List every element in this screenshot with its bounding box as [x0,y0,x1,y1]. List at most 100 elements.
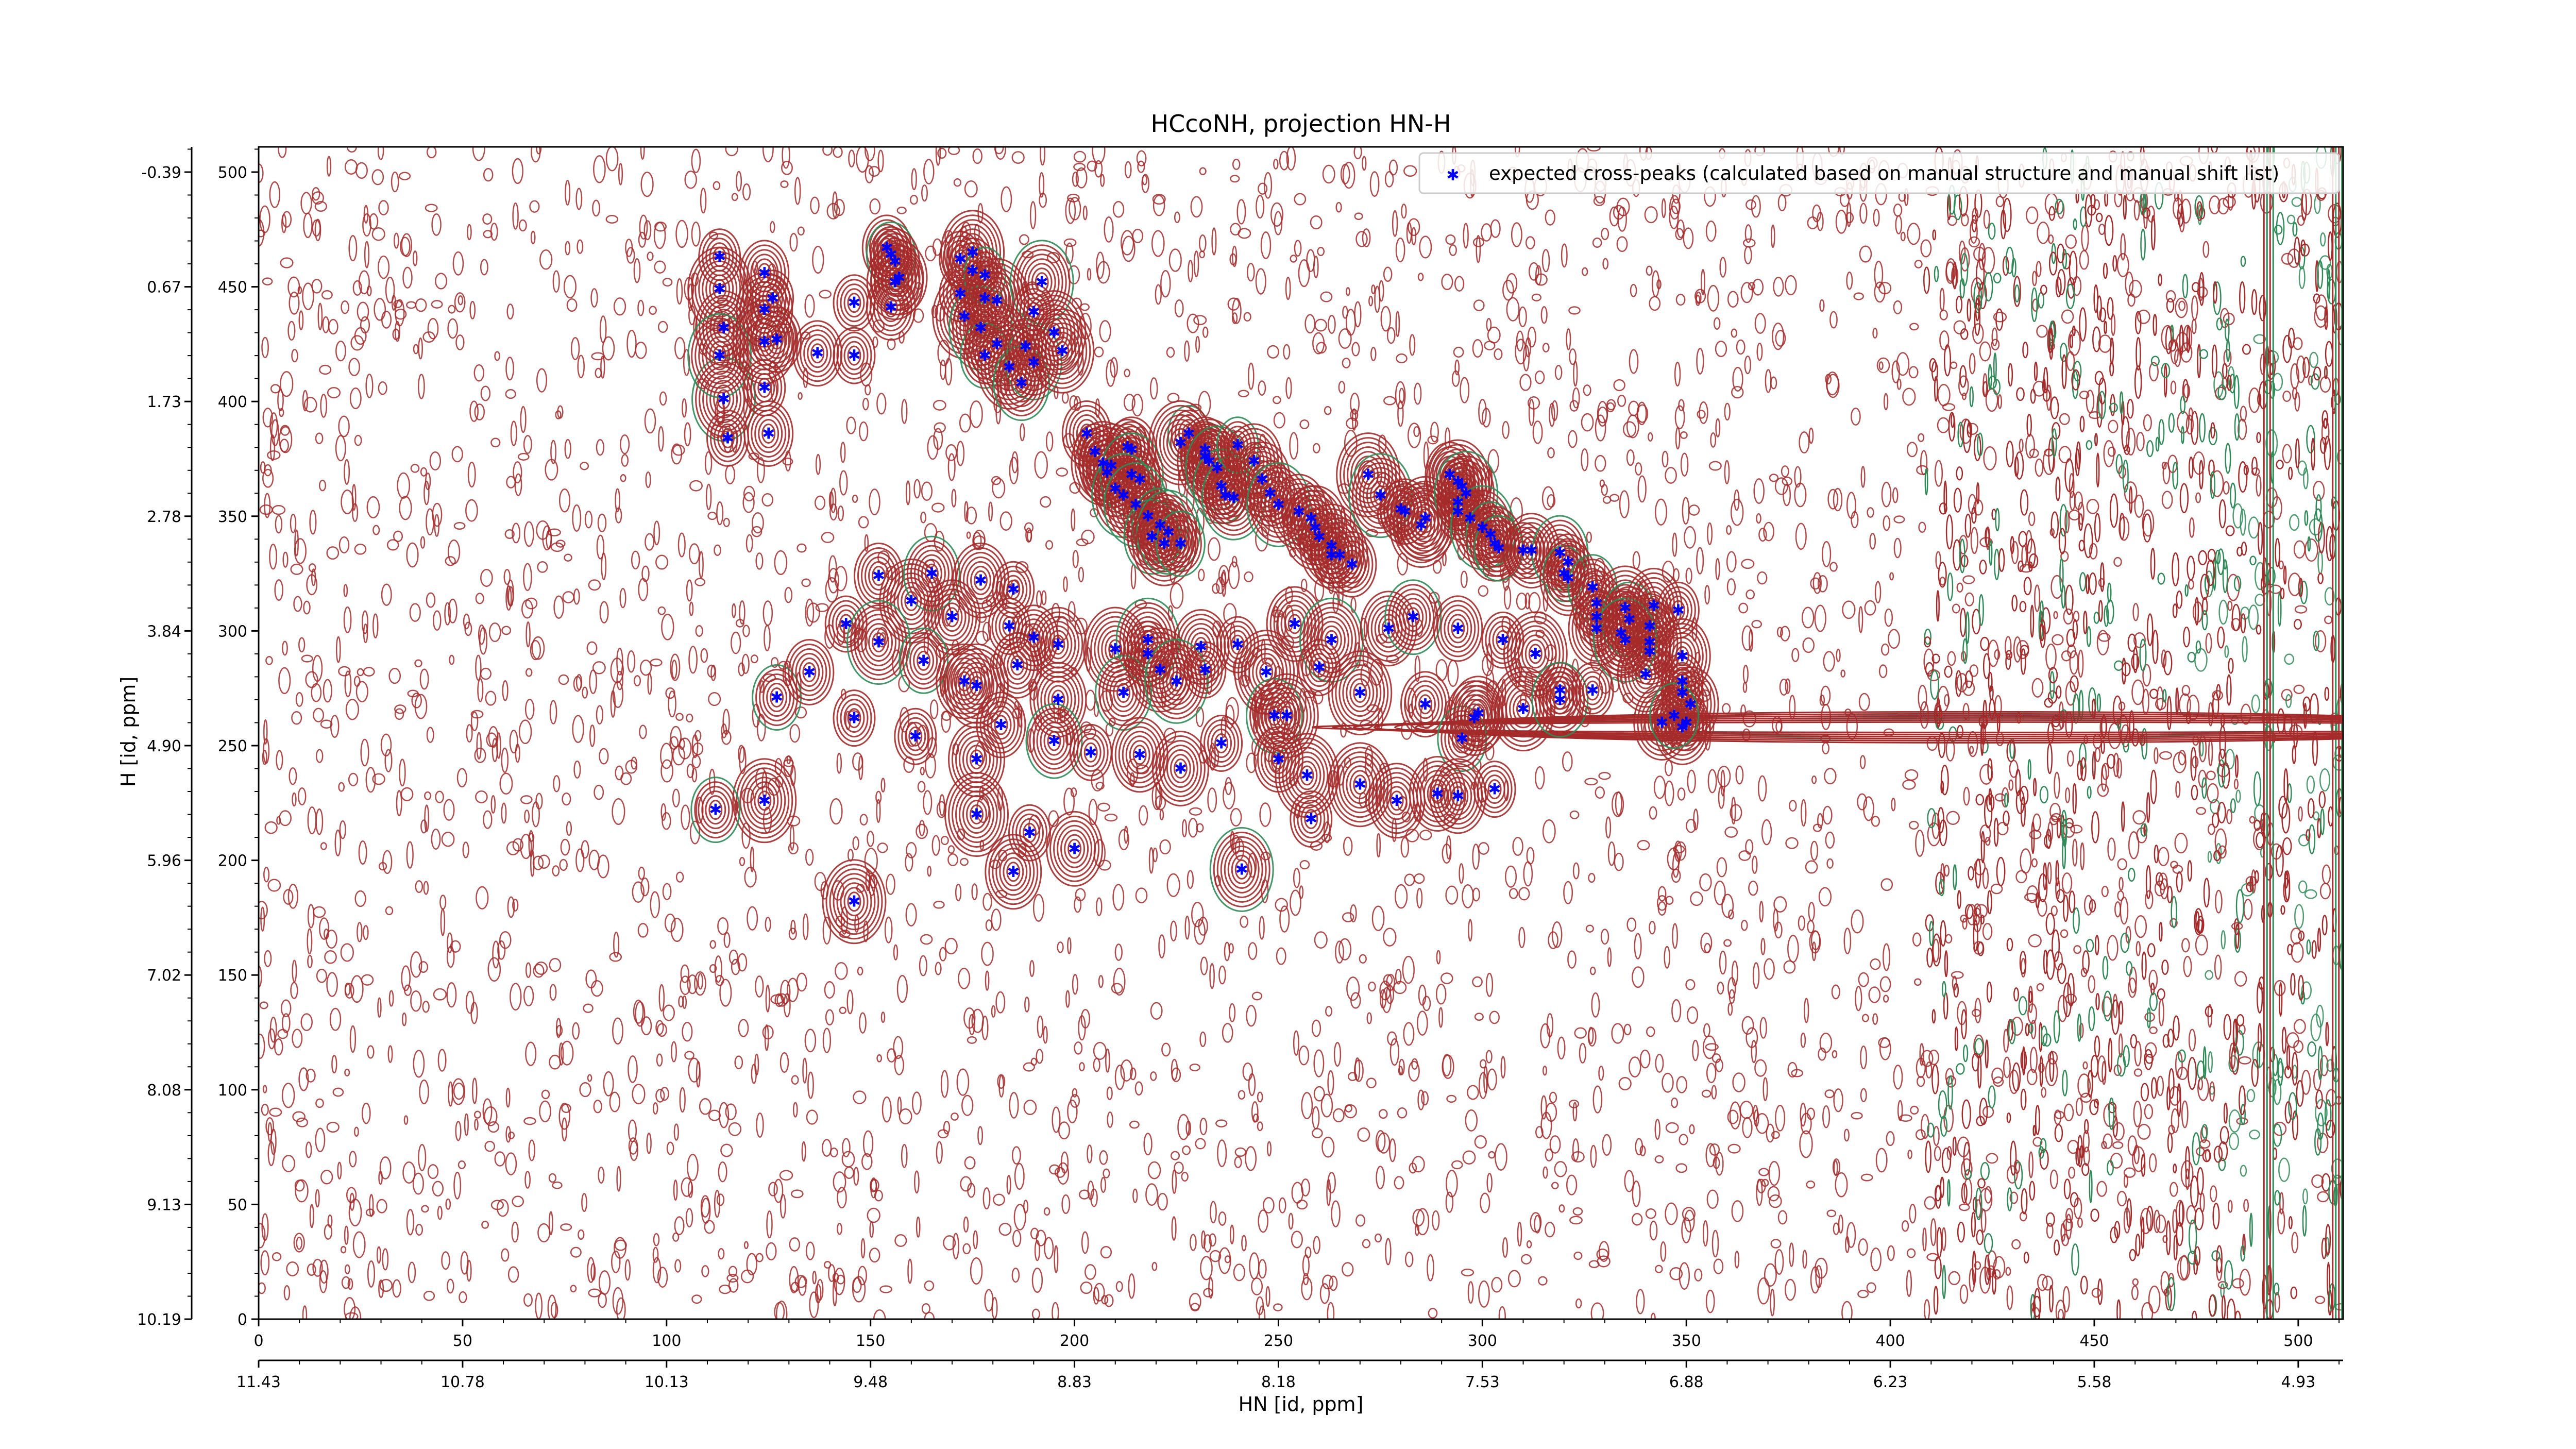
noise-contour [1078,567,1084,583]
noise-contour [917,781,926,793]
noise-contour [806,602,820,623]
noise-contour [558,488,571,513]
noise-contour [1445,427,1451,450]
noise-contour [1285,377,1292,399]
noise-contour [2302,1188,2308,1205]
noise-contour [600,355,605,379]
noise-contour [1289,432,1299,460]
noise-contour [789,824,795,851]
noise-contour [431,213,442,236]
noise-contour [1554,365,1563,380]
noise-contour [2032,298,2039,312]
noise-contour [1947,215,1957,226]
noise-contour [704,1220,715,1234]
noise-contour [1810,577,1821,590]
noise-contour [457,295,464,306]
noise-contour [1069,395,1078,410]
noise-contour [1257,1091,1263,1103]
noise-contour [1419,830,1432,840]
noise-contour [2107,446,2116,457]
noise-contour [1745,589,1755,600]
noise-contour [1327,1302,1335,1319]
noise-contour [620,474,626,482]
noise-contour [2145,1042,2157,1058]
noise-contour [1595,786,1605,799]
noise-contour [1293,868,1300,888]
noise-contour [1460,570,1468,588]
noise-contour [2038,1063,2045,1073]
noise-contour [887,1048,896,1063]
noise-contour [1174,299,1184,317]
noise-contour [1325,1006,1333,1017]
noise-contour [1409,334,1416,356]
noise-contour [335,341,346,362]
noise-contour [292,959,297,983]
noise-contour [1231,312,1238,324]
noise-contour [1869,533,1876,550]
noise-contour [632,881,645,903]
noise-contour [857,1266,867,1286]
noise-contour [286,1261,299,1276]
noise-contour [334,829,342,856]
noise-contour [1630,283,1637,297]
noise-contour [2202,241,2210,258]
noise-contour [1389,1038,1399,1066]
noise-contour [862,1130,874,1157]
noise-contour [951,1112,959,1121]
noise-contour [1105,1048,1110,1073]
noise-contour [697,973,703,990]
noise-contour [1411,227,1417,246]
noise-contour [318,479,327,492]
noise-contour [587,1074,592,1082]
noise-contour [1087,267,1092,281]
noise-contour [303,600,311,615]
noise-contour [1335,940,1344,964]
noise-contour [1819,694,1825,706]
noise-contour [1961,213,1969,227]
noise-contour [1242,1063,1253,1081]
noise-contour [2317,1191,2329,1203]
noise-contour [1686,819,1697,833]
noise-contour [2006,1165,2018,1184]
noise-contour [509,730,518,754]
noise-contour [1494,348,1503,360]
noise-contour [1876,357,1890,374]
noise-contour [593,1099,602,1114]
noise-contour [1212,583,1220,594]
noise-contour [618,163,623,186]
noise-contour [1312,1128,1323,1139]
noise-contour [1170,1151,1180,1160]
noise-contour [510,420,517,446]
noise-contour [1368,981,1376,992]
noise-contour [528,1139,535,1161]
noise-contour [1734,1251,1740,1269]
noise-contour [1780,626,1790,642]
noise-contour [2249,1130,2260,1140]
noise-contour [1769,474,1779,482]
noise-contour [1009,457,1019,484]
noise-contour [1045,540,1054,550]
noise-contour [1948,1271,1960,1286]
noise-contour [1597,401,1608,427]
noise-contour [1509,888,1518,899]
noise-contour [639,724,647,739]
noise-contour [280,257,294,268]
noise-contour [985,970,990,991]
noise-contour [2065,1208,2073,1223]
noise-contour [804,294,815,318]
noise-contour [789,1266,799,1293]
noise-contour [852,1276,866,1303]
noise-contour [852,494,858,503]
noise-contour [1069,196,1081,221]
noise-contour [1338,328,1352,349]
noise-contour [1115,1280,1123,1292]
noise-contour [1148,847,1154,874]
noise-contour [1772,323,1785,350]
noise-contour [1011,1146,1021,1165]
noise-contour [2041,1087,2046,1098]
noise-contour [290,982,298,999]
noise-contour [1419,235,1432,259]
noise-contour [719,979,732,1007]
noise-contour [1538,1276,1548,1286]
noise-contour [1417,1089,1425,1110]
